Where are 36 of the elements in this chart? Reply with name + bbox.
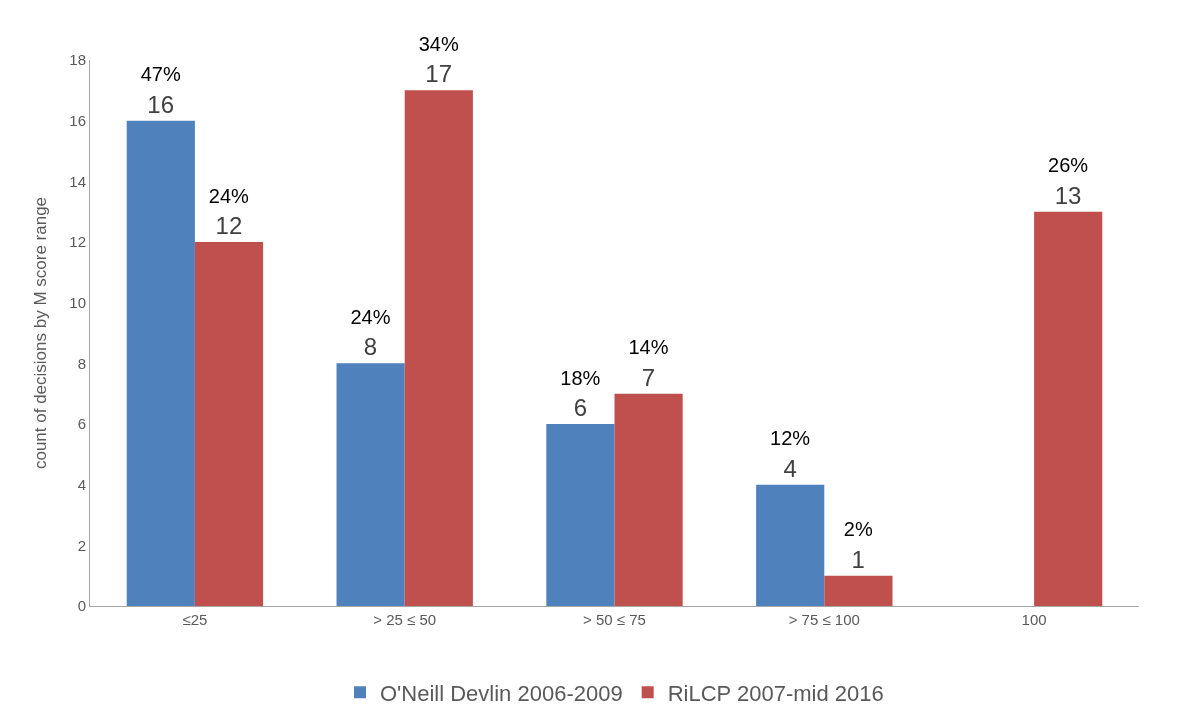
bar [614,393,683,606]
y-tick-label: 0 [77,597,86,615]
bar [756,484,825,606]
data-label: 2% 1 [843,518,873,573]
y-axis-title: count of decisions by M score range [31,196,50,470]
data-label: 24% 12 [208,184,250,239]
data-label: 26% 13 [1048,154,1089,209]
x-tick-label: ≤25 [182,611,208,628]
y-tick-label: 10 [69,293,86,311]
x-tick-label: > 25 ≤ 50 [373,611,437,628]
y-tick-label: 4 [77,475,86,493]
bar [404,90,473,606]
data-label: 14% 7 [628,336,669,391]
y-tick-label: 16 [69,111,86,129]
y-tick-label: 2 [77,536,86,554]
legend-label: RiLCP 2007-mid 2016 [667,680,884,706]
y-tick-label: 8 [77,354,86,372]
data-label: 24% 8 [350,306,391,361]
bar [126,120,195,606]
y-tick-label: 12 [69,233,86,251]
bar [1034,211,1103,606]
x-tick-label: > 75 ≤ 100 [788,611,860,628]
y-tick-label: 6 [77,415,86,433]
bar [194,242,264,606]
y-tick-label: 14 [69,172,86,190]
data-label: 34% 17 [418,33,459,88]
x-tick-label: 100 [1021,611,1047,628]
y-tick-label: 18 [69,51,86,69]
x-tick-label: > 50 ≤ 75 [583,611,646,628]
data-label: 12% 4 [770,427,811,482]
bar [824,575,893,606]
bar [546,424,615,606]
bar [336,363,405,606]
data-label: 47% 16 [140,63,181,118]
legend-label: O'Neill Devlin 2006-2009 [380,680,623,706]
data-label: 18% 6 [560,366,601,421]
